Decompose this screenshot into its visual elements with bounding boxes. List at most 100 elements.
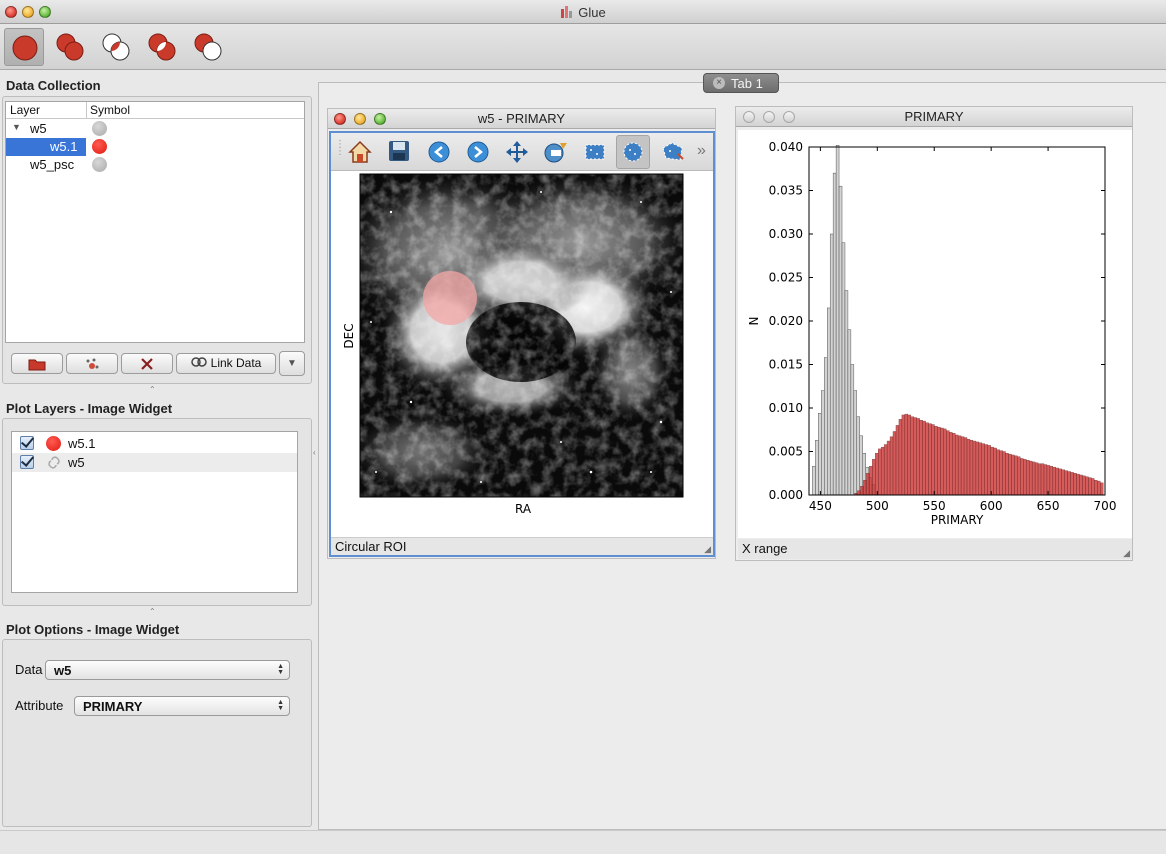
subset-xor-mode-button[interactable] — [142, 28, 182, 66]
histogram-bar-series-1 — [1020, 458, 1024, 496]
histogram-bar-series-1 — [999, 450, 1003, 496]
red-circle-symbol-icon[interactable] — [92, 139, 107, 154]
app-title: Glue — [0, 5, 1166, 20]
histogram-bar-series-1 — [910, 416, 914, 496]
close-subwindow-icon[interactable] — [334, 113, 346, 125]
circular-roi-selection[interactable] — [423, 271, 477, 325]
y-tick-label: 0.035 — [769, 184, 803, 198]
polygon-roi-icon[interactable] — [660, 140, 686, 164]
x-tick-label: 550 — [923, 499, 946, 513]
red-circle-icon — [46, 436, 61, 451]
data-collection-tree[interactable]: Layer Symbol ▼ w5 w5.1 w5_psc — [5, 101, 305, 343]
histogram-bar-series-1 — [1079, 474, 1083, 496]
histogram-bar-series-1 — [963, 437, 968, 496]
image-status-text: Circular ROI — [335, 539, 407, 554]
subset-andnot-mode-button[interactable] — [188, 28, 228, 66]
histogram-bar-series-1 — [1011, 454, 1015, 496]
tree-item-w5-1[interactable]: w5.1 — [6, 138, 304, 156]
histogram-bar-series-1 — [1064, 470, 1068, 496]
histogram-bar-series-1 — [1091, 478, 1095, 496]
minimize-subwindow-icon[interactable] — [354, 113, 366, 125]
subset-union-mode-button[interactable] — [50, 28, 90, 66]
gray-circle-symbol-icon[interactable] — [92, 157, 107, 172]
circle-roi-icon — [623, 142, 643, 162]
subset-intersection-mode-button[interactable] — [96, 28, 136, 66]
layer-visible-checkbox[interactable] — [20, 436, 34, 450]
resize-grip-icon[interactable]: ◢ — [704, 544, 711, 554]
rectangle-roi-icon[interactable] — [583, 140, 607, 164]
resize-grip-icon[interactable]: ◢ — [1123, 548, 1130, 558]
histogram-xlabel: PRIMARY — [931, 513, 984, 527]
minimize-subwindow-icon[interactable] — [763, 111, 775, 123]
x-tick-label: 450 — [809, 499, 832, 513]
expand-triangle-icon[interactable]: ▼ — [12, 122, 21, 132]
tree-item-w5-psc[interactable]: w5_psc — [6, 156, 304, 174]
scatter-subset-icon — [86, 358, 99, 369]
overflow-chevron-icon[interactable]: » — [697, 142, 706, 159]
histogram-bar-series-1 — [1008, 453, 1012, 496]
load-data-button[interactable] — [11, 353, 63, 374]
back-arrow-icon[interactable] — [427, 140, 451, 164]
zoom-subwindow-icon[interactable] — [374, 113, 386, 125]
delete-button[interactable] — [121, 353, 173, 374]
splitter-handle-icon[interactable]: ‹ — [313, 448, 316, 457]
chevron-down-icon: ▼ — [287, 358, 297, 369]
data-select[interactable]: w5 ▲ ▼ — [45, 660, 290, 680]
link-data-button[interactable]: Link Data — [176, 353, 276, 374]
gray-circle-symbol-icon[interactable] — [92, 121, 107, 136]
tree-item-label: w5_psc — [30, 157, 75, 172]
layer-item-w5-1[interactable]: w5.1 — [12, 434, 297, 453]
astronomy-image — [360, 174, 683, 497]
histogram-bar-series-1 — [1043, 464, 1048, 496]
histogram-bar-series-1 — [1067, 471, 1071, 496]
histogram-bar-series-1 — [1002, 451, 1006, 496]
circle-roi-button[interactable] — [616, 135, 650, 169]
home-icon[interactable] — [347, 139, 373, 165]
histogram-bar-series-1 — [1097, 480, 1101, 496]
histogram-canvas[interactable]: 0.000 0.005 0.010 0.015 0.020 0.025 0.030 0.035… — [738, 130, 1132, 538]
histogram-bar-series-1 — [949, 432, 953, 496]
symbol-column-header[interactable]: Symbol — [90, 103, 131, 117]
x-tick-label: 500 — [866, 499, 889, 513]
splitter-handle-icon[interactable]: ⌃ — [149, 385, 156, 394]
histogram-bar-series-1 — [960, 436, 965, 496]
image-plot[interactable]: RA DEC — [331, 172, 713, 537]
forward-arrow-icon[interactable] — [466, 140, 490, 164]
tab-1[interactable]: × Tab 1 — [703, 73, 779, 93]
histogram-title: PRIMARY — [904, 109, 964, 124]
layer-item-w5[interactable]: w5 — [12, 453, 297, 472]
more-options-dropdown[interactable]: ▼ — [279, 351, 305, 376]
histogram-bar-series-1 — [913, 417, 917, 496]
splitter-handle-icon[interactable]: ⌃ — [149, 607, 156, 616]
attribute-select[interactable]: PRIMARY ▲ ▼ — [74, 696, 290, 716]
histogram-plot[interactable]: 0.000 0.005 0.010 0.015 0.020 0.025 0.030 0.035… — [738, 130, 1132, 538]
zoom-subwindow-icon[interactable] — [783, 111, 795, 123]
histogram-bar-series-1 — [975, 441, 980, 496]
layer-visible-checkbox[interactable] — [20, 455, 34, 469]
histogram-bar-series-1 — [857, 490, 861, 496]
zoom-window-icon[interactable] — [39, 6, 51, 18]
histogram-bar-series-0 — [815, 439, 819, 496]
save-icon[interactable] — [387, 139, 411, 163]
y-tick-label: 0.040 — [769, 140, 803, 154]
layer-column-header[interactable]: Layer — [10, 103, 41, 117]
close-subwindow-icon[interactable] — [743, 111, 755, 123]
histogram-titlebar: PRIMARY — [736, 107, 1132, 127]
histogram-bar-series-1 — [875, 453, 879, 496]
histogram-bar-series-1 — [931, 424, 935, 496]
image-xlabel: RA — [515, 502, 532, 516]
histogram-bar-series-1 — [1031, 461, 1036, 496]
close-tab-icon[interactable]: × — [713, 77, 725, 89]
pan-icon[interactable] — [505, 140, 529, 164]
minimize-window-icon[interactable] — [22, 6, 34, 18]
x-tick-label: 700 — [1094, 499, 1117, 513]
tree-item-w5[interactable]: ▼ w5 — [6, 120, 304, 138]
data-select-value: w5 — [54, 663, 72, 678]
new-subset-button[interactable] — [66, 353, 118, 374]
histogram-bar-series-0 — [847, 329, 852, 496]
subset-replace-mode-button[interactable] — [4, 28, 44, 66]
close-window-icon[interactable] — [5, 6, 17, 18]
plot-layers-list[interactable]: w5.1 w5 — [11, 431, 298, 593]
histogram-bar-series-1 — [1023, 459, 1027, 496]
contrast-icon[interactable] — [543, 140, 569, 164]
